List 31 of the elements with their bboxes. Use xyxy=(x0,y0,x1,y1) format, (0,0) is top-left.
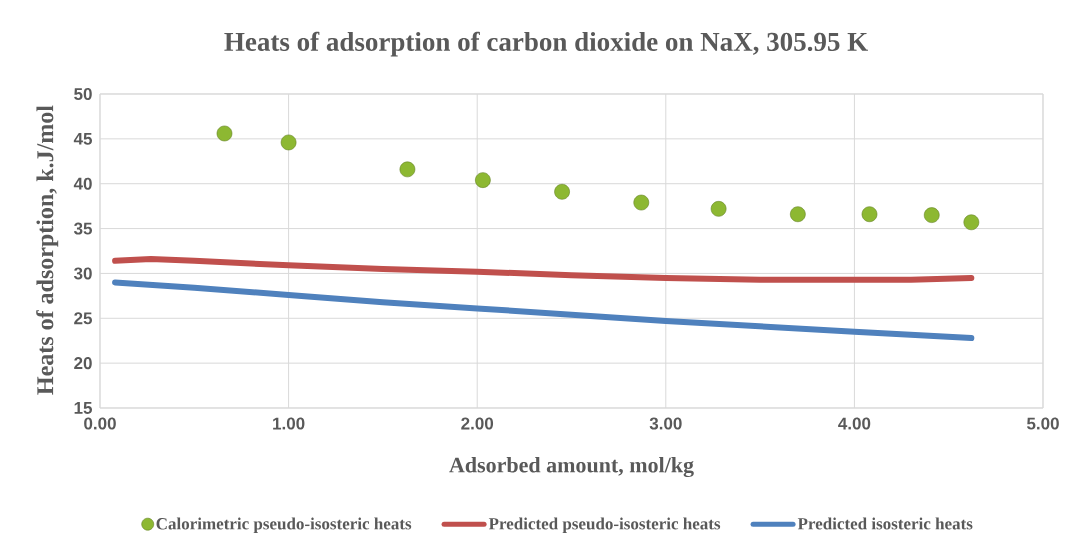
point xyxy=(399,161,416,178)
x-tick-label: 2.00 xyxy=(461,417,494,430)
point xyxy=(633,194,650,211)
chart-title: Heats of adsorption of carbon dioxide on NaX, 305.95 K xyxy=(224,31,868,57)
point xyxy=(475,172,491,188)
point xyxy=(963,214,980,231)
point xyxy=(790,206,806,223)
y-tick-label: 15 xyxy=(74,402,93,414)
legend-label: Predicted pseudo-isosteric heats xyxy=(488,517,721,533)
y-tick-label: 50 xyxy=(74,87,92,101)
y-tick-label: 40 xyxy=(73,177,92,190)
point xyxy=(710,201,727,217)
x-axis-title: Adsorbed amount, mol/kg xyxy=(449,456,694,478)
point xyxy=(554,183,570,200)
y-axis-title: Heats of adsorption, k.J/mol xyxy=(36,105,59,395)
y-tick-label: 20 xyxy=(74,357,92,370)
y-tick-label: 25 xyxy=(74,312,93,325)
y-tick-label: 45 xyxy=(73,132,93,145)
y-tick-label: 30 xyxy=(73,267,92,280)
point xyxy=(280,134,297,151)
y-tick-label: 35 xyxy=(73,222,93,235)
point xyxy=(216,125,233,142)
x-tick-label: 0.00 xyxy=(84,417,116,430)
x-tick-label: 4.00 xyxy=(838,417,871,430)
point xyxy=(923,207,940,223)
legend-label: Calorimetric pseudo-isosteric heats xyxy=(156,517,412,533)
x-tick-label: 5.00 xyxy=(1026,417,1059,430)
x-tick-label: 1.00 xyxy=(273,417,305,430)
legend-label: Predicted isosteric heats xyxy=(797,517,973,530)
x-tick-label: 3.00 xyxy=(649,417,682,430)
point xyxy=(861,206,878,223)
